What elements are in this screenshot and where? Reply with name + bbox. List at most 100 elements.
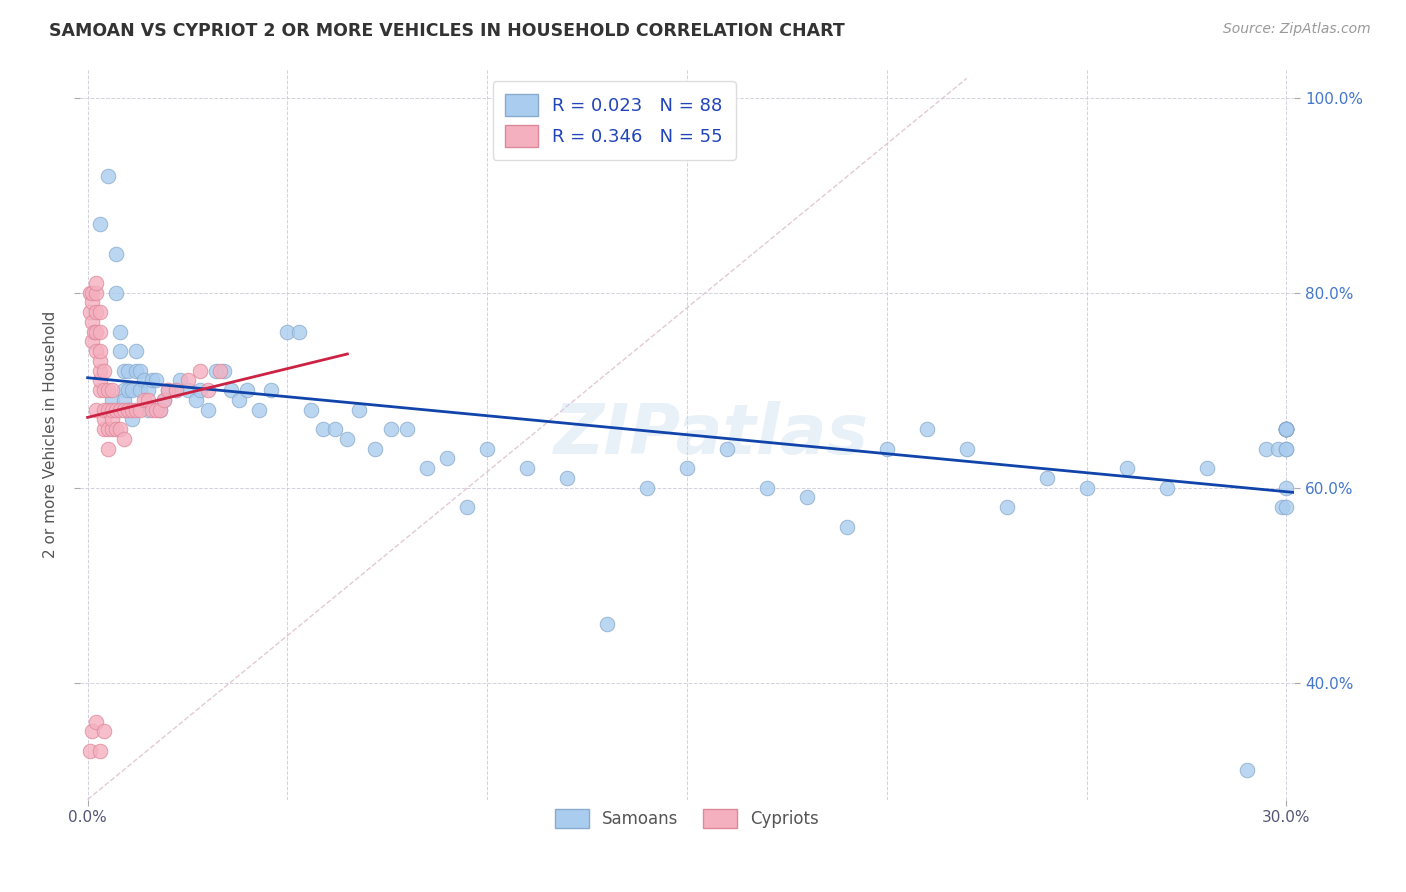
Point [104, 285, 127, 300]
Point [84, 402, 107, 417]
Point [136, 402, 159, 417]
Point [104, 422, 127, 436]
Point [117, 383, 139, 397]
Point [84, 344, 107, 359]
Point [188, 383, 211, 397]
Point [121, 412, 143, 426]
Point [148, 402, 170, 417]
Point [89, 344, 111, 359]
Point [128, 383, 150, 397]
Point [80, 724, 103, 739]
Point [89, 383, 111, 397]
Point [152, 392, 174, 407]
Point [1275, 422, 1298, 436]
Point [208, 364, 231, 378]
Point [100, 422, 122, 436]
Point [128, 364, 150, 378]
Point [380, 422, 402, 436]
Point [1195, 461, 1218, 475]
Point [156, 383, 179, 397]
Point [132, 392, 155, 407]
Point [236, 383, 259, 397]
Point [1275, 500, 1298, 515]
Point [145, 402, 167, 417]
Point [117, 364, 139, 378]
Point [288, 325, 311, 339]
Point [100, 392, 122, 407]
Point [117, 402, 139, 417]
Point [1076, 481, 1098, 495]
Point [84, 276, 107, 290]
Point [89, 305, 111, 319]
Point [93, 383, 115, 397]
Point [112, 364, 135, 378]
Point [1256, 442, 1278, 456]
Point [104, 246, 127, 260]
Point [477, 442, 499, 456]
Point [136, 392, 159, 407]
Point [121, 402, 143, 417]
Point [145, 373, 167, 387]
Point [112, 383, 135, 397]
Point [152, 392, 174, 407]
Point [1035, 471, 1057, 485]
Point [156, 383, 179, 397]
Point [956, 442, 979, 456]
Point [1275, 422, 1298, 436]
Point [141, 402, 163, 417]
Point [79, 285, 101, 300]
Point [1267, 442, 1289, 456]
Point [141, 373, 163, 387]
Point [1271, 500, 1294, 515]
Point [100, 383, 122, 397]
Point [80, 334, 103, 349]
Point [128, 402, 150, 417]
Point [84, 305, 107, 319]
Point [124, 344, 146, 359]
Point [124, 364, 146, 378]
Point [197, 402, 219, 417]
Point [1275, 422, 1298, 436]
Point [80, 315, 103, 329]
Point [97, 402, 120, 417]
Point [221, 383, 243, 397]
Point [80, 295, 103, 310]
Point [100, 412, 122, 426]
Point [89, 325, 111, 339]
Point [93, 412, 115, 426]
Point [148, 402, 170, 417]
Point [108, 402, 131, 417]
Point [100, 402, 122, 417]
Point [197, 383, 219, 397]
Point [89, 354, 111, 368]
Point [260, 383, 283, 397]
Point [436, 451, 458, 466]
Point [89, 373, 111, 387]
Point [716, 442, 738, 456]
Point [89, 218, 111, 232]
Point [169, 373, 191, 387]
Point [676, 461, 699, 475]
Point [349, 402, 371, 417]
Point [176, 383, 198, 397]
Text: ZIPatlas: ZIPatlas [554, 401, 869, 467]
Point [89, 744, 111, 758]
Point [756, 481, 779, 495]
Point [89, 364, 111, 378]
Point [1275, 422, 1298, 436]
Point [84, 714, 107, 729]
Point [97, 442, 120, 456]
Point [1275, 442, 1298, 456]
Point [555, 471, 578, 485]
Point [112, 432, 135, 446]
Point [364, 442, 387, 456]
Point [276, 325, 298, 339]
Point [835, 519, 858, 533]
Point [124, 402, 146, 417]
Point [249, 402, 271, 417]
Point [184, 392, 207, 407]
Text: SAMOAN VS CYPRIOT 2 OR MORE VEHICLES IN HOUSEHOLD CORRELATION CHART: SAMOAN VS CYPRIOT 2 OR MORE VEHICLES IN … [49, 22, 845, 40]
Point [596, 617, 619, 632]
Point [112, 402, 135, 417]
Point [636, 481, 658, 495]
